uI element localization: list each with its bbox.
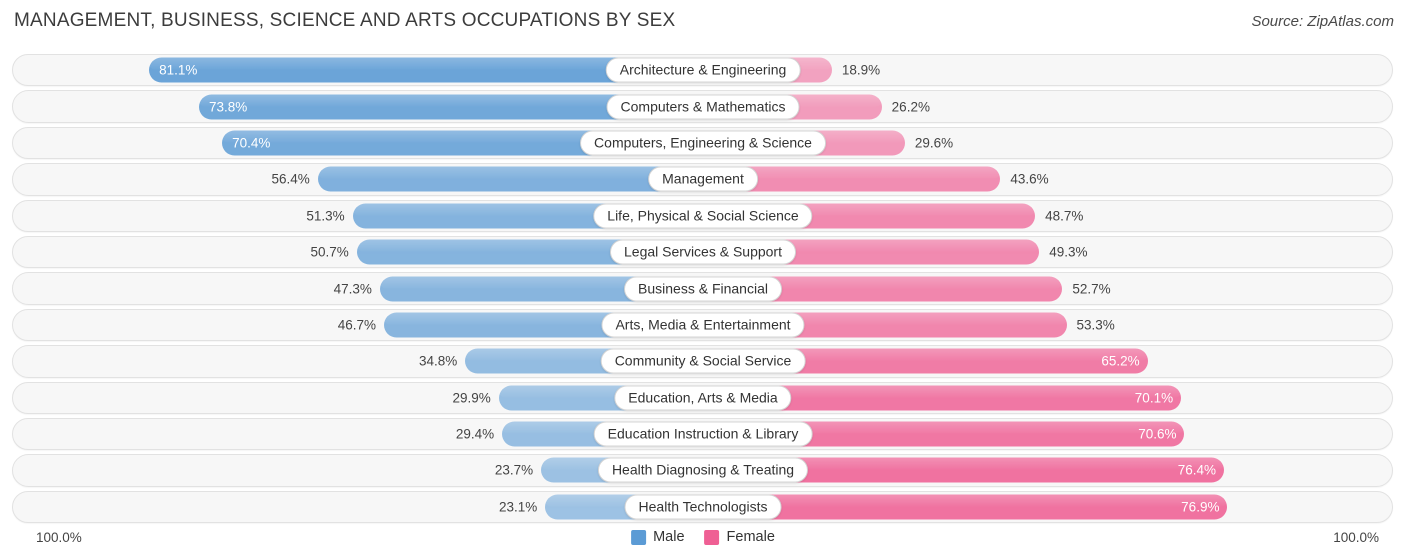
- chart-legend: Male Female: [631, 529, 775, 545]
- row-bars: 73.8% 26.2% Computers & Mathematics: [0, 88, 1406, 124]
- legend-item[interactable]: Male: [631, 529, 685, 545]
- female-value-label: 52.7%: [1072, 281, 1111, 297]
- chart-row: 51.3% 48.7% Life, Physical & Social Scienc…: [0, 198, 1406, 234]
- row-bars: 51.3% 48.7% Life, Physical & Social Scienc…: [0, 198, 1406, 234]
- chart-row: 56.4% 43.6% Management: [0, 161, 1406, 197]
- category-label: Computers, Engineering & Science: [580, 130, 826, 156]
- female-bar[interactable]: [703, 494, 1228, 520]
- chart-row: 81.1% 18.9% Architecture & Engineering: [0, 52, 1406, 88]
- category-label: Health Diagnosing & Treating: [597, 457, 809, 483]
- legend-label: Male: [653, 529, 685, 545]
- category-label: Education Instruction & Library: [593, 421, 813, 447]
- row-bars: 34.8% 65.2% Community & Social Service: [0, 343, 1406, 379]
- category-label: Arts, Media & Entertainment: [601, 312, 805, 338]
- row-bars: 23.1% 76.9% Health Technologists: [0, 489, 1406, 525]
- female-value-label: 53.3%: [1076, 317, 1115, 333]
- row-bars: 29.9% 70.1% Education, Arts & Media: [0, 380, 1406, 416]
- chart-row: 50.7% 49.3% Legal Services & Support: [0, 234, 1406, 270]
- row-bars: 81.1% 18.9% Architecture & Engineering: [0, 52, 1406, 88]
- category-label: Education, Arts & Media: [614, 385, 792, 411]
- chart-row: 73.8% 26.2% Computers & Mathematics: [0, 88, 1406, 124]
- chart-row: 29.9% 70.1% Education, Arts & Media: [0, 380, 1406, 416]
- female-value-label: 76.9%: [1181, 499, 1220, 515]
- category-label: Health Technologists: [624, 494, 782, 520]
- bar-highlight: [317, 166, 703, 179]
- row-bars: 50.7% 49.3% Legal Services & Support: [0, 234, 1406, 270]
- row-bars: 23.7% 76.4% Health Diagnosing & Treating: [0, 452, 1406, 488]
- male-value-label: 23.7%: [494, 462, 534, 478]
- chart-row: 34.8% 65.2% Community & Social Service: [0, 343, 1406, 379]
- male-value-label: 81.1%: [159, 62, 198, 78]
- male-bar[interactable]: [317, 166, 703, 192]
- female-value-label: 76.4%: [1177, 462, 1217, 478]
- female-value-label: 70.6%: [1138, 426, 1177, 442]
- category-label: Management: [648, 166, 758, 192]
- category-label: Life, Physical & Social Science: [593, 203, 813, 229]
- male-value-label: 47.3%: [333, 281, 372, 297]
- legend-item[interactable]: Female: [704, 529, 775, 545]
- bar-highlight: [703, 494, 1228, 507]
- row-bars: 47.3% 52.7% Business & Financial: [0, 270, 1406, 306]
- chart-rows: 81.1% 18.9% Architecture & Engineering 73.8…: [0, 52, 1406, 525]
- female-value-label: 49.3%: [1049, 244, 1088, 260]
- chart-row: 29.4% 70.6% Education Instruction & Librar…: [0, 416, 1406, 452]
- female-value-label: 26.2%: [891, 99, 930, 115]
- category-label: Community & Social Service: [600, 348, 806, 374]
- category-label: Computers & Mathematics: [606, 94, 800, 120]
- chart-footer: 100.0% Male Female 100.0%: [0, 527, 1406, 551]
- row-bars: 29.4% 70.6% Education Instruction & Librar…: [0, 416, 1406, 452]
- female-value-label: 18.9%: [841, 62, 881, 78]
- page-title: MANAGEMENT, BUSINESS, SCIENCE AND ARTS O…: [14, 10, 676, 31]
- male-value-label: 73.8%: [208, 99, 248, 115]
- chart-row: 23.1% 76.9% Health Technologists: [0, 489, 1406, 525]
- row-bars: 70.4% 29.6% Computers, Engineering & Scien…: [0, 125, 1406, 161]
- female-value-label: 65.2%: [1101, 353, 1140, 369]
- legend-swatch-icon: [704, 529, 720, 545]
- legend-label: Female: [726, 529, 775, 545]
- male-value-label: 51.3%: [306, 208, 345, 224]
- male-value-label: 46.7%: [337, 317, 377, 333]
- male-value-label: 50.7%: [310, 244, 349, 260]
- source-attribution: Source: ZipAtlas.com: [1251, 13, 1394, 30]
- chart-row: 70.4% 29.6% Computers, Engineering & Scien…: [0, 125, 1406, 161]
- chart-row: 47.3% 52.7% Business & Financial: [0, 270, 1406, 306]
- female-value-label: 29.6%: [914, 135, 954, 151]
- female-value-label: 43.6%: [1010, 171, 1049, 187]
- legend-swatch-icon: [631, 529, 647, 545]
- chart-header: MANAGEMENT, BUSINESS, SCIENCE AND ARTS O…: [0, 0, 1406, 44]
- male-value-label: 56.4%: [271, 171, 310, 187]
- female-value-label: 48.7%: [1045, 208, 1084, 224]
- male-value-label: 29.9%: [452, 390, 491, 406]
- male-value-label: 34.8%: [419, 353, 458, 369]
- male-value-label: 29.4%: [455, 426, 495, 442]
- axis-label-left: 100.0%: [36, 530, 82, 545]
- axis-label-right: 100.0%: [1333, 530, 1379, 545]
- category-label: Business & Financial: [624, 276, 782, 302]
- female-value-label: 70.1%: [1134, 390, 1174, 406]
- male-value-label: 23.1%: [498, 499, 538, 515]
- chart-row: 23.7% 76.4% Health Diagnosing & Treating: [0, 452, 1406, 488]
- row-bars: 56.4% 43.6% Management: [0, 161, 1406, 197]
- category-label: Architecture & Engineering: [605, 57, 801, 83]
- row-bars: 46.7% 53.3% Arts, Media & Entertainment: [0, 307, 1406, 343]
- chart-row: 46.7% 53.3% Arts, Media & Entertainment: [0, 307, 1406, 343]
- male-value-label: 70.4%: [232, 135, 271, 151]
- category-label: Legal Services & Support: [610, 239, 796, 265]
